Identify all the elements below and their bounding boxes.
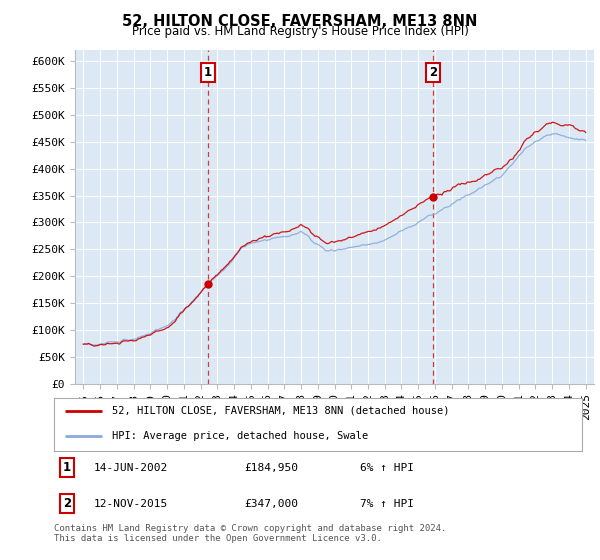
Text: 2: 2 xyxy=(429,66,437,78)
Text: Contains HM Land Registry data © Crown copyright and database right 2024.
This d: Contains HM Land Registry data © Crown c… xyxy=(54,524,446,543)
Text: 52, HILTON CLOSE, FAVERSHAM, ME13 8NN: 52, HILTON CLOSE, FAVERSHAM, ME13 8NN xyxy=(122,14,478,29)
Text: 2: 2 xyxy=(63,497,71,510)
Text: 7% ↑ HPI: 7% ↑ HPI xyxy=(360,499,414,509)
Text: 12-NOV-2015: 12-NOV-2015 xyxy=(94,499,168,509)
Text: £347,000: £347,000 xyxy=(244,499,298,509)
Text: 6% ↑ HPI: 6% ↑ HPI xyxy=(360,463,414,473)
Text: 1: 1 xyxy=(63,461,71,474)
Text: £184,950: £184,950 xyxy=(244,463,298,473)
Text: 1: 1 xyxy=(204,66,212,78)
Text: Price paid vs. HM Land Registry's House Price Index (HPI): Price paid vs. HM Land Registry's House … xyxy=(131,25,469,38)
Text: HPI: Average price, detached house, Swale: HPI: Average price, detached house, Swal… xyxy=(112,431,368,441)
Text: 14-JUN-2002: 14-JUN-2002 xyxy=(94,463,168,473)
Text: 52, HILTON CLOSE, FAVERSHAM, ME13 8NN (detached house): 52, HILTON CLOSE, FAVERSHAM, ME13 8NN (d… xyxy=(112,406,449,416)
